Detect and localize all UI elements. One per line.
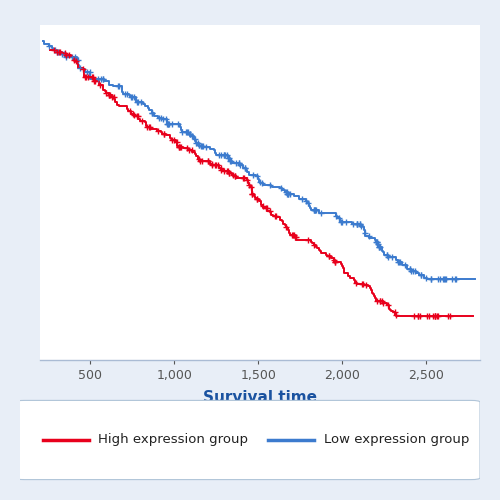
FancyBboxPatch shape	[16, 400, 480, 479]
Text: Low expression group: Low expression group	[324, 434, 469, 446]
X-axis label: Survival time: Survival time	[203, 390, 317, 406]
Text: High expression group: High expression group	[98, 434, 248, 446]
